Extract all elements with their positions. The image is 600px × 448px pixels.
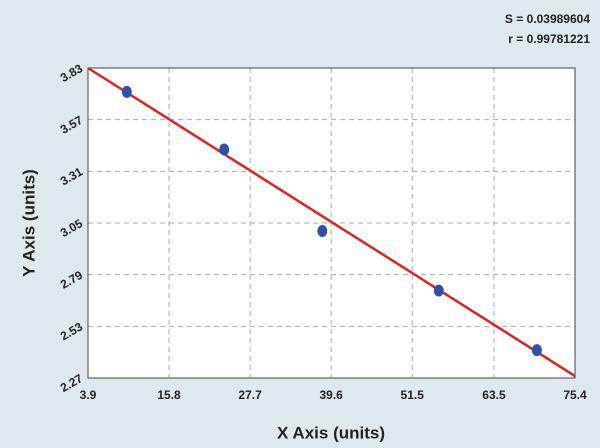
x-axis-label: X Axis (units) <box>277 423 385 442</box>
plot-border <box>87 67 576 379</box>
annotation: r = 0.99781221 <box>508 32 590 46</box>
x-tick-label: 3.9 <box>80 388 97 402</box>
data-point <box>219 143 230 156</box>
data-point <box>531 344 542 357</box>
fit-line <box>87 66 576 378</box>
x-tick-label: 15.8 <box>157 388 181 402</box>
y-axis-label: Y Axis (units) <box>19 169 38 277</box>
y-tick-label: 3.31 <box>58 164 86 188</box>
x-tick-label: 75.4 <box>563 388 587 402</box>
x-tick-label: 63.5 <box>482 388 506 402</box>
data-point <box>121 85 132 98</box>
y-tick-label: 2.79 <box>58 268 86 292</box>
data-point <box>317 224 328 237</box>
x-tick-label: 51.5 <box>401 388 425 402</box>
x-tick-label: 27.7 <box>238 388 262 402</box>
data-point <box>433 284 444 297</box>
y-tick-label: 3.57 <box>58 113 86 137</box>
y-tick-label: 2.53 <box>58 319 86 343</box>
x-tick-label: 39.6 <box>319 388 343 402</box>
y-tick-label: 3.83 <box>58 61 86 85</box>
annotation: S = 0.03989604 <box>505 12 590 26</box>
y-tick-label: 3.05 <box>58 216 86 240</box>
